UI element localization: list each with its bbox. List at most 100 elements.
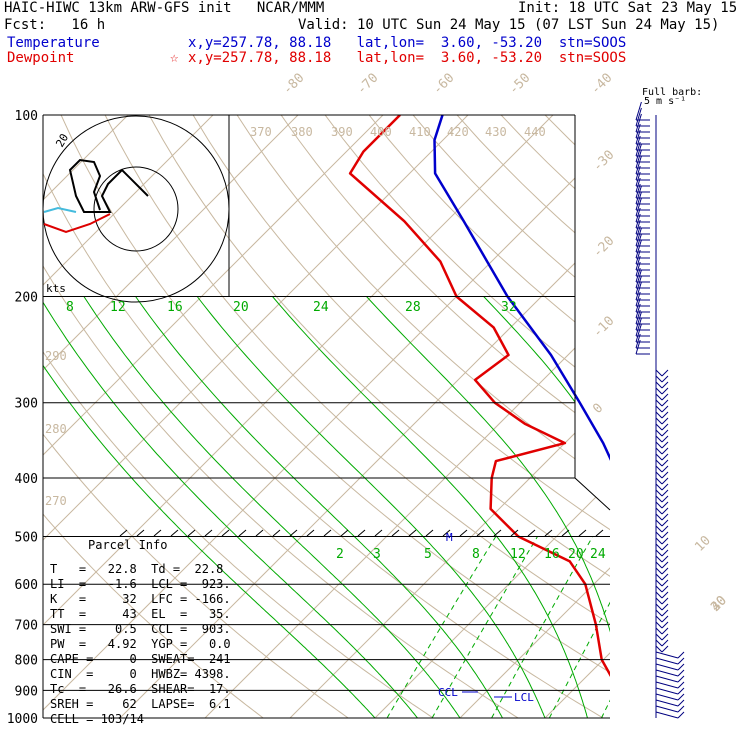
wind-barb-mark: [655, 657, 679, 665]
wind-barb-mark: [655, 603, 663, 611]
dewpoint-profile-line: [348, 115, 610, 677]
dry-adiabat-line: [412, 115, 610, 718]
hodograph-trace-upper: [68, 158, 149, 213]
mixing-ratio-line: [548, 536, 610, 718]
wind-barb-mark: [635, 291, 641, 307]
profile-lines: [348, 115, 610, 677]
wind-barb-mark: [661, 489, 669, 497]
wind-barb-mark: [635, 309, 641, 325]
parcel-row: CELL = 103/14: [50, 712, 144, 726]
wind-barb-mark: [661, 459, 669, 467]
wind-barb-mark: [655, 489, 663, 497]
wind-barb-mark: [661, 567, 669, 575]
wind-barb-mark: [655, 531, 663, 539]
wind-barb-mark: [655, 699, 679, 707]
hodograph-outer-ring: [42, 115, 230, 303]
wind-barb-mark: [661, 501, 669, 509]
wind-barb-mark: [661, 591, 669, 599]
level-hatch-mark: [170, 529, 179, 537]
dry-adiabat-line: [192, 115, 610, 718]
wind-barb-unit: 5 m s⁻¹: [644, 96, 686, 107]
dry-adiabat-line: [236, 115, 610, 718]
wind-barb-mark: [635, 225, 641, 241]
wind-barb-mark: [655, 591, 663, 599]
level-hatch-mark: [136, 529, 145, 537]
level-hatch-mark: [391, 529, 400, 537]
dewpoint-star-icon: ☆: [170, 50, 179, 66]
isotherm-line: [43, 115, 610, 718]
wind-barb-mark: [655, 447, 663, 455]
wind-barb-mark: [635, 233, 642, 253]
wind-barb-mark: [635, 123, 641, 139]
level-hatch-mark: [442, 529, 451, 537]
isotherm-tick-label: -50: [506, 71, 533, 98]
parcel-row: LI = -1.6 LCL = 923.: [50, 577, 231, 591]
pressure-tick-label: 600: [15, 578, 38, 593]
wind-barb-mark: [655, 645, 663, 653]
parcel-row: CAPE = 0 SWEAT= 241: [50, 652, 231, 666]
wind-barb-mark: [655, 525, 663, 533]
wind-barb-mark: [661, 627, 669, 635]
level-hatch-mark: [544, 529, 553, 537]
wind-barb-mark: [655, 429, 663, 437]
wind-barb-mark: [635, 155, 642, 175]
wind-barb-mark: [635, 149, 642, 169]
isotherm-line: [544, 115, 610, 718]
wind-barb-mark: [635, 171, 641, 187]
pressure-tick-label: 200: [15, 291, 38, 306]
level-hatch-mark: [238, 529, 247, 537]
wind-barb-mark: [655, 651, 679, 659]
isotherm-line: [43, 115, 384, 718]
temperature-location-info: x,y=257.78, 88.18 lat,lon= 3.60, -53.20 …: [188, 35, 627, 51]
wind-barb-mark: [635, 113, 642, 133]
hodograph-trace-mid: [43, 206, 77, 213]
isotherm-tick-label: -40: [588, 71, 615, 98]
wind-barb-mark: [677, 669, 685, 677]
hodograph-ring-label: 20: [53, 132, 71, 150]
level-hatch-mark: [578, 529, 587, 537]
wind-barb-mark: [661, 441, 669, 449]
wind-barb-mark: [655, 453, 663, 461]
wind-barb-mark: [661, 513, 669, 521]
wind-barb-mark: [635, 177, 641, 193]
wind-barb-mark: [635, 107, 642, 127]
isotherm-line: [43, 115, 299, 718]
mixing-ratio-tick-label: 12: [110, 300, 126, 315]
mixing-ratio-tick-label: 32: [501, 300, 517, 315]
isotherm-line: [204, 115, 610, 718]
wind-barb-mark: [635, 339, 641, 355]
wind-barb-mark: [661, 453, 669, 461]
level-hatch-mark: [493, 529, 502, 537]
isotherm-tick-label: -70: [354, 71, 381, 98]
wind-barb-mark: [655, 597, 663, 605]
wind-barb-mark: [661, 369, 669, 377]
wind-barb-mark: [635, 255, 641, 271]
wind-barb-mark: [655, 507, 663, 515]
wind-barb-mark: [661, 585, 669, 593]
wind-barb-mark: [661, 633, 669, 641]
parcel-row: T = 22.8 Td = 22.8: [50, 562, 224, 576]
wind-barb-mark: [635, 261, 641, 277]
pressure-tick-label: 500: [15, 530, 38, 545]
pressure-tick-label: 300: [15, 397, 38, 412]
wind-barb-mark: [661, 477, 669, 485]
wind-barb-mark: [655, 495, 663, 503]
mixing-ratio-tick-label: 3: [373, 547, 381, 562]
wind-barb-mark: [635, 101, 642, 121]
wind-barb-mark: [661, 645, 669, 653]
wind-barb-mark: [635, 143, 642, 163]
theta-tick-label: 370: [250, 125, 272, 139]
pressure-tick-label: 400: [15, 472, 38, 487]
level-hatch-mark: [255, 529, 264, 537]
mixing-ratio-line: [717, 537, 740, 719]
mixing-ratio-line: [640, 537, 730, 719]
isotherm-tick-label: 0: [590, 401, 606, 417]
mixing-ratio-line: [695, 537, 740, 719]
level-hatch-mark: [476, 529, 485, 537]
wind-barb-mark: [661, 435, 669, 443]
mixing-ratio-tick-label: 20: [233, 300, 249, 315]
parcel-row: TT = 43 EL = 35.: [50, 607, 231, 621]
wind-barb-mark: [655, 459, 663, 467]
